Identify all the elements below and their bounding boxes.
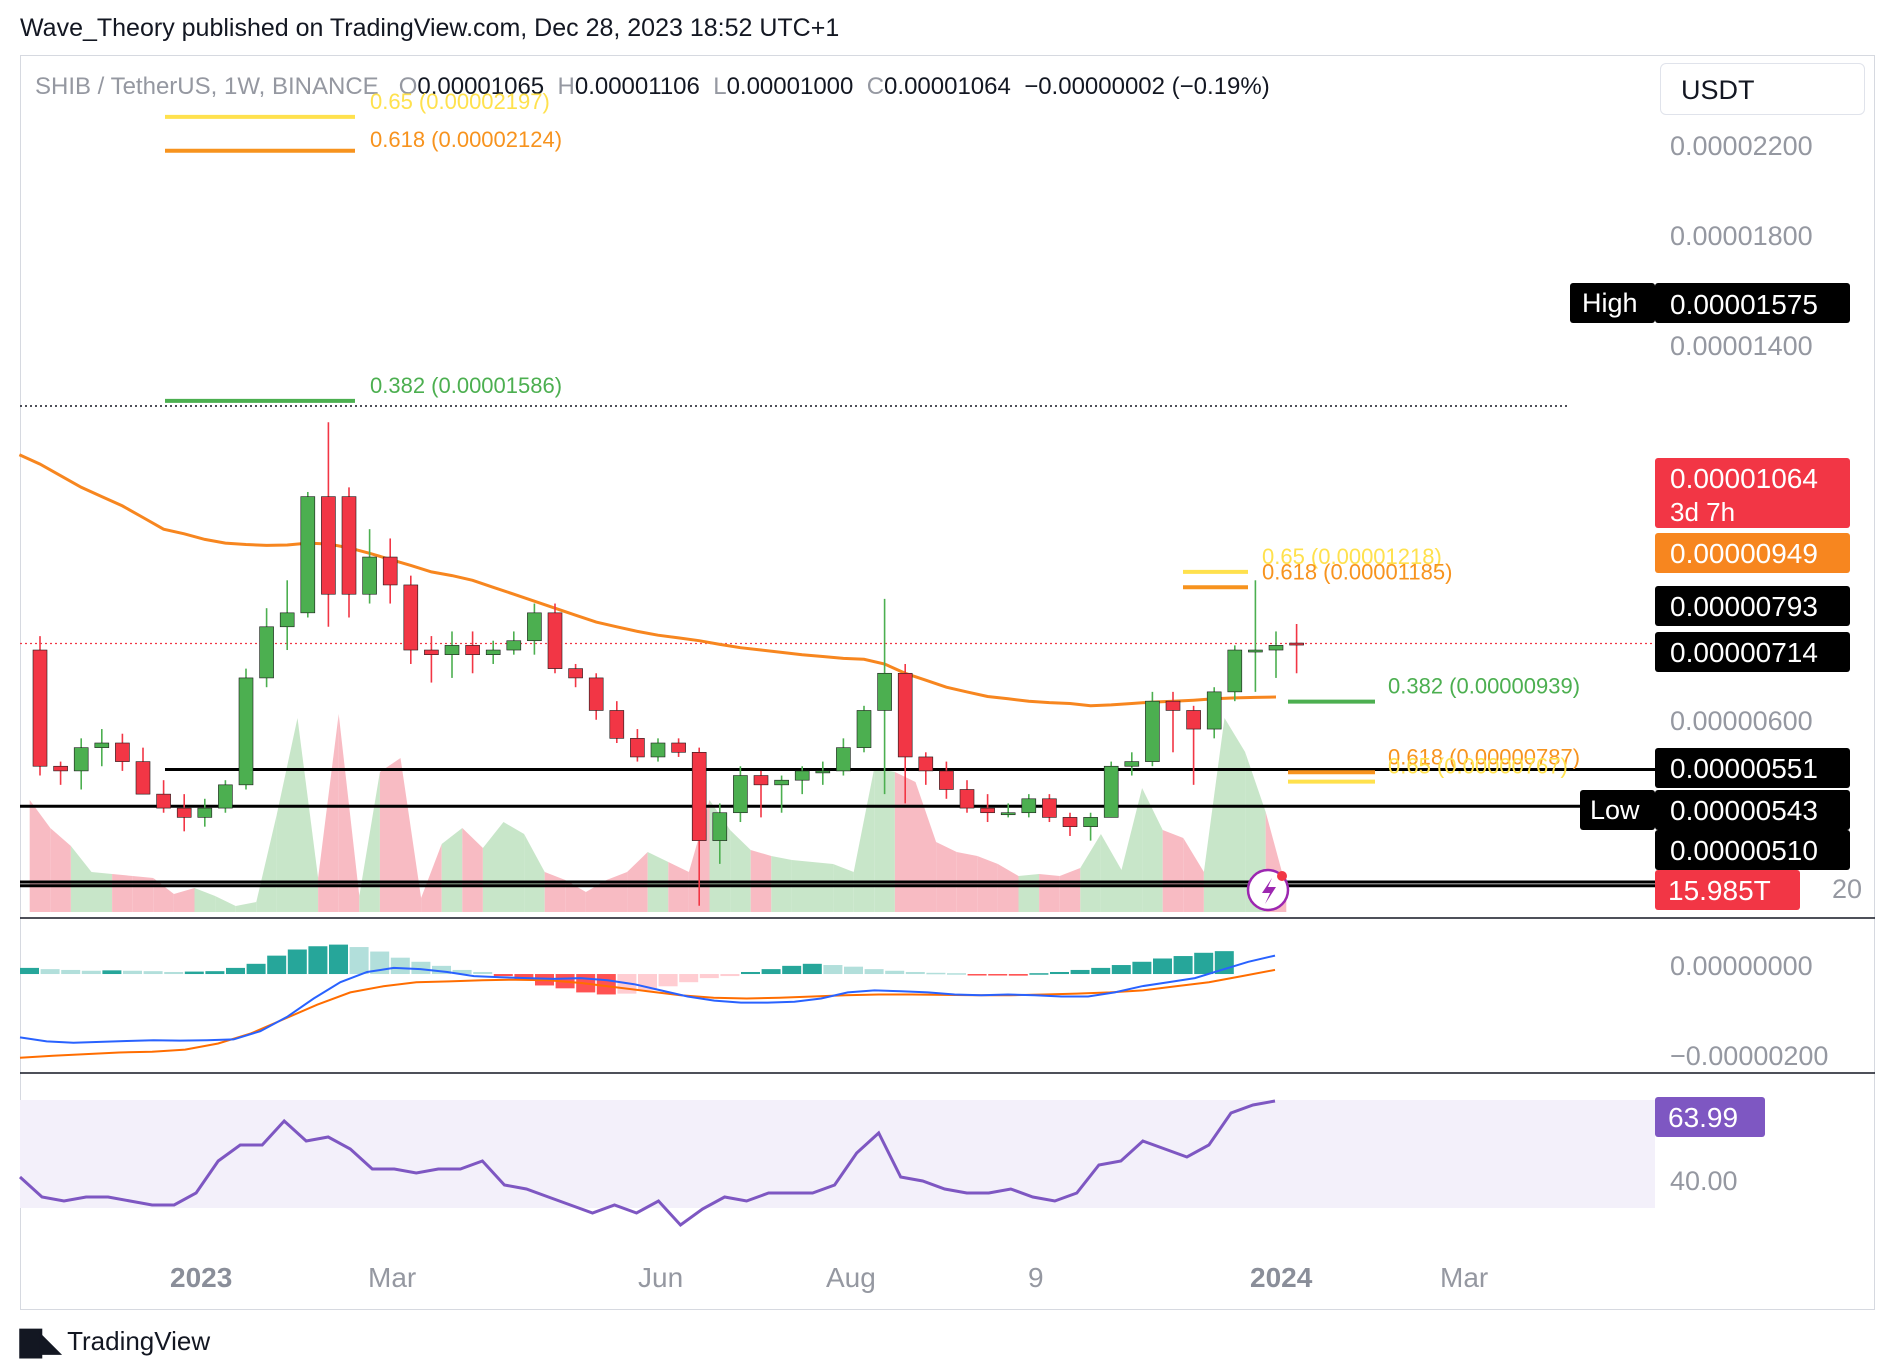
- high-value: 0.00001106: [574, 73, 700, 100]
- low-label: L: [713, 73, 727, 100]
- close-label: C: [866, 73, 885, 100]
- currency-button[interactable]: USDT: [1660, 63, 1865, 115]
- open-value: 0.00001065: [417, 73, 545, 100]
- low-value: 0.00001000: [726, 73, 854, 100]
- high-label: H: [557, 73, 575, 100]
- tradingview-icon: ▇◣: [20, 1326, 61, 1357]
- publisher-line: Wave_Theory published on TradingView.com…: [20, 14, 840, 42]
- symbol-name[interactable]: SHIB / TetherUS, 1W, BINANCE: [35, 73, 379, 100]
- open-label: O: [398, 73, 418, 100]
- change-value: −0.00000002 (−0.19%): [1024, 73, 1270, 100]
- close-value: 0.00001064: [884, 73, 1011, 100]
- tradingview-logo[interactable]: ▇◣ TradingView: [20, 1325, 210, 1358]
- brand-name: TradingView: [67, 1326, 211, 1356]
- symbol-info: SHIB / TetherUS, 1W, BINANCE O0.00001065…: [35, 73, 1270, 101]
- chart-frame: [20, 55, 1875, 1310]
